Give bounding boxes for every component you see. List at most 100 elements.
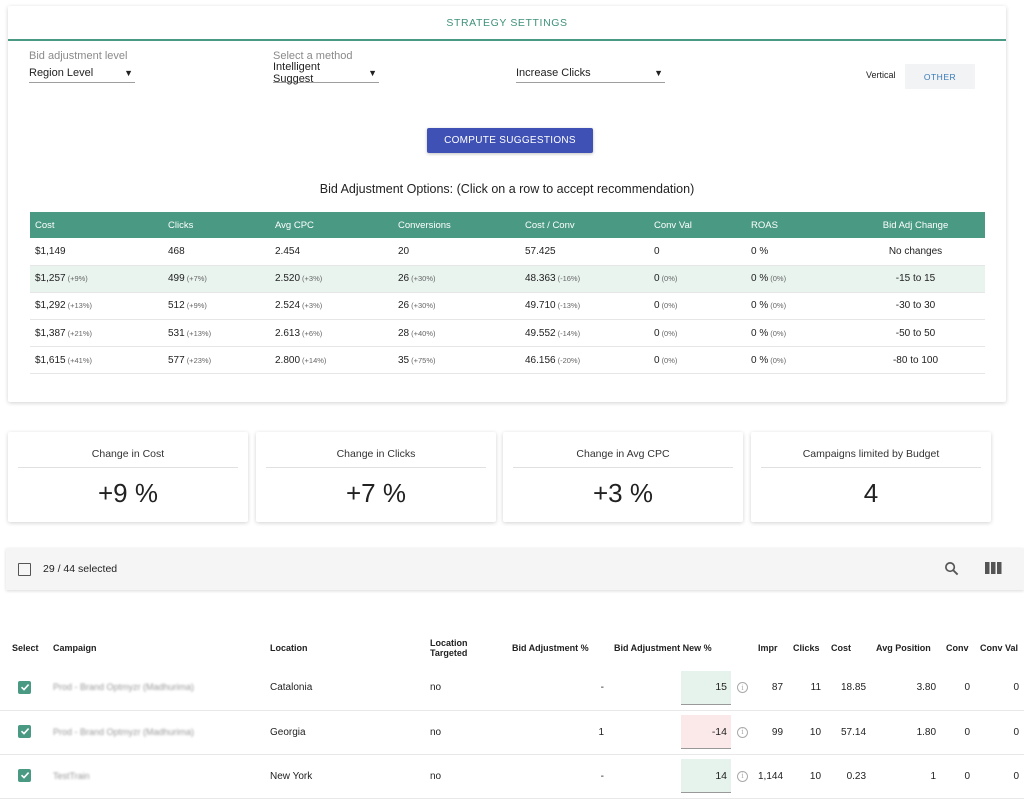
info-icon[interactable]: i: [737, 770, 748, 782]
options-row[interactable]: $1,387 (+21%) 531 (+13%) 2.613 (+6%) 28 (+40%) 4…: [30, 319, 985, 348]
options-cell-clicks-delta: (+9%): [186, 301, 207, 311]
impr-cell: 87: [753, 666, 789, 711]
goal-select[interactable]: Increase Clicks ▼: [516, 64, 665, 83]
info-icon[interactable]: i: [737, 682, 748, 694]
options-cell-cost-value: $1,149: [35, 245, 66, 257]
bid-adjustment-cell: -: [507, 666, 609, 711]
location-targeted-cell: no: [425, 710, 507, 755]
header-cost[interactable]: Cost: [831, 643, 852, 653]
options-cell-bid-adj-change: -50 to 50: [846, 319, 985, 348]
avg-position-cell: 3.80: [871, 666, 942, 711]
info-icon[interactable]: i: [737, 726, 748, 738]
check-icon: [20, 772, 29, 779]
check-icon: [20, 728, 29, 735]
options-cell-cost-per-conv-delta: (-14%): [557, 328, 581, 338]
options-cell-avg-cpc-value: 2.613: [275, 327, 301, 339]
conv-val-cell: 0: [975, 754, 1024, 799]
options-row[interactable]: $1,292 (+13%) 512 (+9%) 2.524 (+3%) 26 (+30%) 49…: [30, 292, 985, 321]
options-cell-roas-delta: (0%): [770, 274, 787, 284]
options-cell-cost-value: $1,615: [35, 354, 66, 366]
options-cell-clicks-value: 468: [168, 245, 185, 257]
header-avg-position[interactable]: Avg Position: [876, 643, 931, 653]
header-impr[interactable]: Impr: [758, 643, 778, 653]
table-row[interactable]: Prod - Brand Optmyzr (Madhurima) Cataloni…: [0, 666, 1024, 711]
options-cell-cost: $1,387 (+21%): [30, 319, 163, 348]
header-bid-adjustment-new[interactable]: Bid Adjustment New %: [614, 643, 712, 653]
table-row[interactable]: TestTrain New York no -14 i 1,144 10 0.23 1 0 0: [0, 754, 1024, 799]
bid-adjustment-level-field[interactable]: Bid adjustment level Region Level ▼: [29, 50, 135, 83]
header-campaign[interactable]: Campaign: [53, 643, 97, 653]
vertical-value-button[interactable]: OTHER: [905, 64, 975, 89]
method-select[interactable]: Intelligent Suggest ▼: [273, 61, 379, 85]
header-bid-adjustment[interactable]: Bid Adjustment %: [512, 643, 589, 653]
clicks-cell: 10: [788, 754, 827, 799]
method-field[interactable]: Select a method Intelligent Suggest ▼: [273, 50, 379, 85]
options-cell-cost-per-conv: 57.425: [520, 238, 649, 266]
options-cell-avg-cpc: 2.800 (+14%): [270, 346, 393, 375]
options-cell-cost-per-conv-delta: (-16%): [557, 274, 581, 284]
bid-adjustment-new-input[interactable]: 14: [681, 759, 731, 793]
check-icon: [20, 684, 29, 691]
options-cell-roas: 0 % (0%): [746, 319, 846, 348]
options-row[interactable]: $1,149 468 2.454 20 57.425 0 0 % No changes: [30, 238, 985, 266]
options-cell-cost: $1,149: [30, 238, 163, 266]
options-cell-roas-value: 0 %: [751, 327, 769, 339]
options-cell-cost-delta: (+41%): [67, 355, 92, 365]
kpi-label: Change in Cost: [91, 448, 165, 460]
options-cell-roas-delta: (0%): [770, 355, 787, 365]
goal-field[interactable]: Increase Clicks ▼: [516, 50, 665, 83]
options-cell-bid-adj-change: No changes: [846, 238, 985, 266]
clicks-cell: 10: [788, 710, 827, 755]
options-cell-conversions-delta: (+30%): [411, 274, 436, 284]
options-cell-cost-value: $1,257: [35, 273, 66, 285]
bid-adjustment-level-value: Region Level: [29, 67, 94, 79]
kpi-value: 4: [863, 478, 879, 508]
row-checkbox[interactable]: [18, 724, 31, 738]
options-cell-avg-cpc-value: 2.800: [275, 354, 301, 366]
select-all-checkbox[interactable]: [18, 562, 31, 576]
options-cell-conversions: 28 (+40%): [393, 319, 520, 348]
kpi-value: +7 %: [346, 478, 406, 508]
view-columns-icon[interactable]: [985, 561, 1002, 580]
campaign-table: Select Campaign Location Location Target…: [0, 630, 1024, 799]
bid-adjustment-new-input[interactable]: 15: [681, 670, 731, 705]
campaign-name-cell: TestTrain: [48, 754, 265, 799]
location-cell: New York: [265, 754, 425, 799]
options-cell-avg-cpc-value: 2.454: [275, 245, 301, 257]
options-cell-cost-value: $1,292: [35, 300, 66, 312]
options-cell-conversions-value: 26: [398, 273, 410, 285]
options-cell-cost-per-conv-value: 49.710: [525, 300, 556, 312]
options-cell-clicks-delta: (+23%): [186, 355, 212, 365]
header-conv[interactable]: Conv: [946, 643, 969, 653]
header-conv-val[interactable]: Conv Val: [980, 643, 1019, 653]
conv-cell: 0: [941, 666, 976, 711]
options-cell-avg-cpc-delta: (+14%): [302, 355, 327, 365]
options-cell-cost: $1,292 (+13%): [30, 292, 163, 321]
options-header-clicks: Clicks: [163, 212, 270, 238]
options-cell-conversions: 26 (+30%): [393, 292, 520, 321]
header-clicks[interactable]: Clicks: [793, 643, 820, 653]
options-cell-cost-delta: (+13%): [67, 301, 92, 311]
options-cell-clicks-value: 499: [168, 273, 185, 285]
search-icon[interactable]: [944, 561, 959, 581]
options-cell-cost-per-conv-value: 46.156: [525, 354, 556, 366]
options-cell-conv-val-delta: (0%): [661, 301, 678, 311]
options-cell-cost-per-conv: 49.552 (-14%): [520, 319, 649, 348]
options-cell-conv-val: 0 (0%): [649, 346, 746, 375]
conv-val-cell: 0: [975, 710, 1024, 755]
header-location[interactable]: Location: [270, 643, 308, 653]
bid-adjustment-level-select[interactable]: Region Level ▼: [29, 64, 135, 83]
options-cell-conversions-value: 20: [398, 245, 410, 257]
bid-adjustment-new-input[interactable]: -14: [681, 715, 731, 749]
header-location-targeted-line1: Location: [430, 638, 468, 648]
compute-suggestions-button[interactable]: COMPUTE SUGGESTIONS: [427, 128, 593, 153]
campaign-name: Prod - Brand Optmyzr (Madhurima): [53, 682, 195, 693]
options-row[interactable]: $1,257 (+9%) 499 (+7%) 2.520 (+3%) 26 (+30%) 48.…: [30, 265, 985, 293]
options-header-avg-cpc: Avg CPC: [270, 212, 393, 238]
row-checkbox[interactable]: [18, 680, 31, 694]
header-location-targeted[interactable]: Location Targeted: [425, 630, 507, 666]
options-row[interactable]: $1,615 (+41%) 577 (+23%) 2.800 (+14%) 35 (+75%)…: [30, 346, 985, 375]
campaign-name: TestTrain: [53, 770, 90, 781]
row-checkbox[interactable]: [18, 768, 31, 782]
table-row[interactable]: Prod - Brand Optmyzr (Madhurima) Georgia n…: [0, 710, 1024, 755]
